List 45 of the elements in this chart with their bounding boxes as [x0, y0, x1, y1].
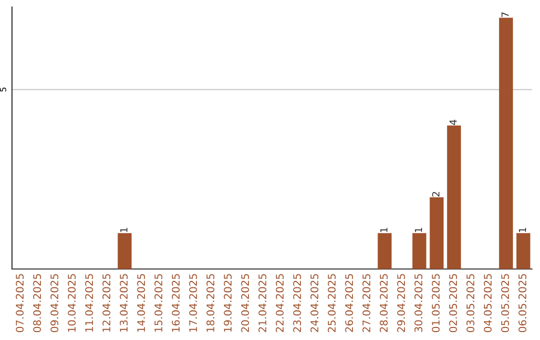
x-tick-label: 04.05.2025: [484, 274, 492, 332]
x-tick-label: 02.05.2025: [449, 274, 458, 332]
bar: [516, 233, 530, 269]
y-tick-label: 5: [0, 88, 6, 92]
data-label: 1: [414, 228, 422, 232]
x-tick-label: 23.04.2025: [293, 274, 302, 332]
x-tick-label: 03.05.2025: [466, 274, 474, 332]
x-tick-label: 05.05.2025: [501, 274, 510, 332]
bar: [447, 125, 461, 269]
data-label: 1: [380, 228, 388, 232]
x-tick-label: 11.04.2025: [85, 274, 94, 332]
bar: [430, 197, 444, 269]
x-tick-label: 18.04.2025: [206, 274, 214, 332]
data-label: 2: [432, 192, 440, 197]
bar: [499, 18, 513, 269]
x-tick-label: 27.04.2025: [362, 274, 370, 332]
x-tick-label: 10.04.2025: [68, 274, 76, 332]
x-tick-label: 30.04.2025: [414, 274, 422, 332]
x-tick-label: 13.04.2025: [120, 274, 128, 332]
x-tick-label: 29.04.2025: [397, 274, 406, 332]
data-label: 1: [120, 228, 128, 232]
x-tick-label: 12.04.2025: [102, 274, 110, 332]
x-tick-label: 14.04.2025: [137, 274, 146, 332]
x-tick-label: 17.04.2025: [189, 274, 198, 332]
data-label: 7: [502, 12, 509, 17]
x-tick-label: 20.04.2025: [241, 274, 250, 332]
data-label: 1: [518, 228, 526, 232]
x-tick-label: 28.04.2025: [380, 274, 388, 332]
bar: [412, 233, 426, 269]
x-tick-label: 08.04.2025: [33, 274, 42, 332]
x-tick-label: 06.05.2025: [518, 274, 526, 332]
x-tick-label: 22.04.2025: [276, 274, 284, 332]
x-tick-label: 07.04.2025: [16, 274, 24, 332]
x-tick-label: 21.04.2025: [258, 274, 266, 332]
x-tick-label: 09.04.2025: [50, 274, 58, 332]
bar: [378, 233, 392, 269]
x-tick-label: 01.05.2025: [432, 274, 440, 332]
x-tick-label: 26.04.2025: [345, 274, 354, 332]
x-tick-label: 16.04.2025: [172, 274, 180, 332]
x-tick-label: 15.04.2025: [154, 274, 162, 332]
data-label: 4: [450, 120, 457, 125]
x-tick-label: 25.04.2025: [328, 274, 336, 332]
x-tick-label: 24.04.2025: [310, 274, 318, 332]
x-tick-label: 19.04.2025: [224, 274, 232, 332]
bar: [118, 233, 132, 269]
